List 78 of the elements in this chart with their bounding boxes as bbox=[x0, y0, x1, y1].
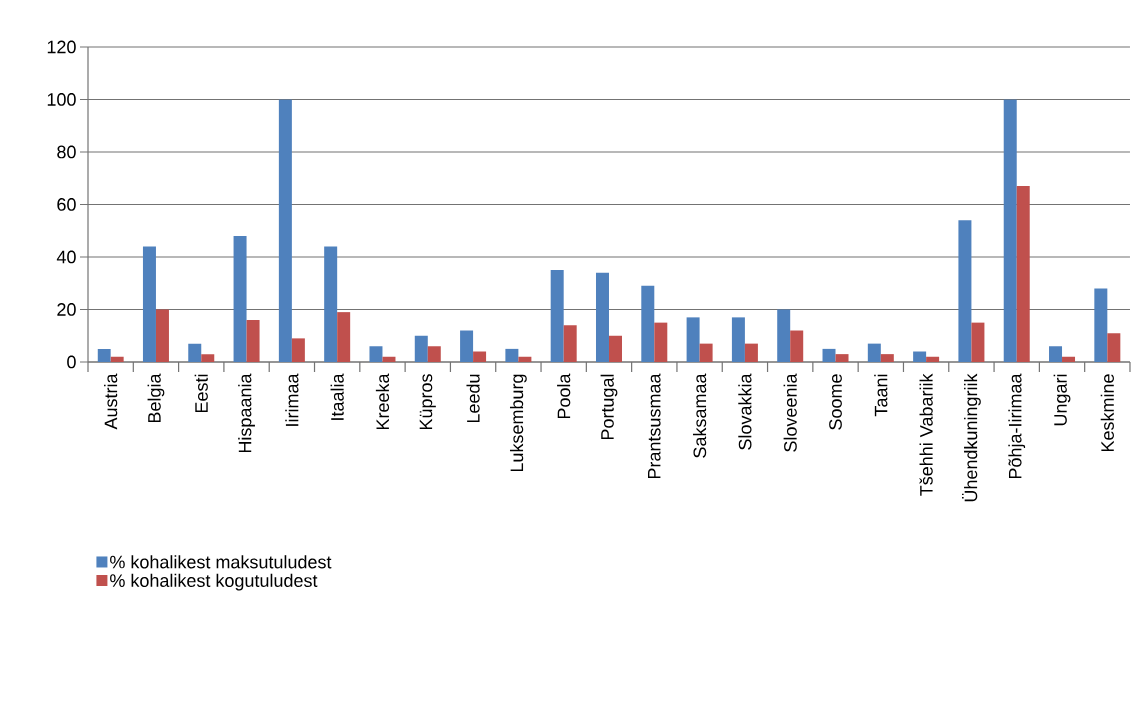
bar bbox=[1016, 186, 1030, 362]
bar bbox=[337, 312, 351, 362]
bar bbox=[971, 322, 985, 362]
bar bbox=[142, 246, 156, 362]
y-tick-label: 20 bbox=[57, 303, 76, 316]
bar bbox=[110, 356, 124, 362]
y-tick-label: 120 bbox=[47, 40, 76, 54]
bar bbox=[790, 330, 804, 362]
bar bbox=[324, 246, 338, 362]
bar bbox=[731, 317, 745, 362]
bar bbox=[155, 309, 169, 362]
x-tick-label: Iirimaa bbox=[285, 373, 299, 426]
bar bbox=[958, 220, 972, 362]
bar bbox=[835, 354, 849, 362]
x-tick-label: Luksemburg bbox=[509, 374, 527, 472]
x-tick-label: Küpros bbox=[419, 374, 436, 430]
bar bbox=[460, 330, 474, 362]
bar bbox=[686, 317, 700, 362]
bar bbox=[246, 320, 260, 362]
bar bbox=[201, 354, 215, 362]
bar bbox=[822, 348, 836, 362]
bar bbox=[1062, 356, 1076, 362]
bar bbox=[1107, 333, 1121, 362]
x-tick-label: Belgia bbox=[147, 373, 165, 423]
x-tick-label: Põhja-Iirimaa bbox=[1008, 373, 1026, 479]
y-tick-label: 80 bbox=[57, 145, 76, 159]
y-tick-label: 0 bbox=[67, 355, 76, 369]
x-tick-label: Prantsusmaa bbox=[648, 373, 661, 479]
x-tick-label: Portugal bbox=[600, 374, 618, 440]
y-tick-label: 60 bbox=[57, 198, 76, 211]
bar bbox=[608, 335, 622, 362]
x-tick-label: Ungari bbox=[1053, 374, 1071, 426]
bar bbox=[699, 343, 713, 362]
bar bbox=[926, 356, 940, 362]
x-tick-label: Kreeka bbox=[375, 373, 390, 430]
bar bbox=[473, 351, 487, 362]
bar bbox=[1049, 346, 1063, 362]
bar bbox=[641, 285, 655, 362]
bar bbox=[595, 272, 609, 362]
bar bbox=[382, 356, 396, 362]
y-tick-label: 40 bbox=[56, 250, 76, 264]
x-tick-label: Saksamaa bbox=[692, 373, 707, 458]
x-tick-label: Taani bbox=[874, 374, 888, 417]
bar bbox=[278, 99, 292, 362]
x-tick-label: Ühendkuningriik bbox=[962, 373, 981, 502]
bar bbox=[414, 335, 428, 362]
bar bbox=[1003, 99, 1017, 362]
bar bbox=[291, 338, 305, 362]
x-tick-label: Sloveenia bbox=[783, 373, 797, 452]
x-tick-label: Austria bbox=[104, 373, 118, 430]
x-tick-label: Tšehhi Vabariik bbox=[919, 373, 933, 496]
bar bbox=[97, 348, 111, 362]
y-tick-label: 100 bbox=[47, 93, 76, 106]
bar bbox=[188, 343, 202, 362]
x-tick-label: Soome bbox=[829, 374, 842, 430]
bar bbox=[880, 354, 894, 362]
bar bbox=[1094, 288, 1108, 362]
bar bbox=[369, 346, 383, 362]
bar bbox=[518, 356, 532, 362]
bar bbox=[505, 348, 519, 362]
legend-label: % kohalikest maksutuludest bbox=[110, 555, 332, 569]
bar bbox=[427, 346, 441, 362]
bar bbox=[913, 351, 927, 362]
bar bbox=[550, 270, 564, 362]
x-tick-label: Slovakkia bbox=[738, 373, 752, 450]
x-tick-label: Leedu bbox=[466, 374, 480, 423]
bar bbox=[654, 322, 668, 362]
bar bbox=[233, 236, 247, 362]
x-tick-label: Itaalia bbox=[330, 373, 344, 420]
bar bbox=[777, 309, 791, 362]
x-tick-label: Hispaania bbox=[238, 373, 255, 453]
x-tick-label: Keskmine bbox=[1100, 374, 1114, 452]
legend-label: % kohalikest kogutuludest bbox=[110, 573, 318, 591]
bar bbox=[563, 325, 577, 362]
bar bbox=[867, 343, 881, 362]
bar bbox=[744, 343, 758, 362]
x-tick-label: Eesti bbox=[194, 374, 208, 413]
x-tick-label: Poola bbox=[557, 373, 571, 419]
